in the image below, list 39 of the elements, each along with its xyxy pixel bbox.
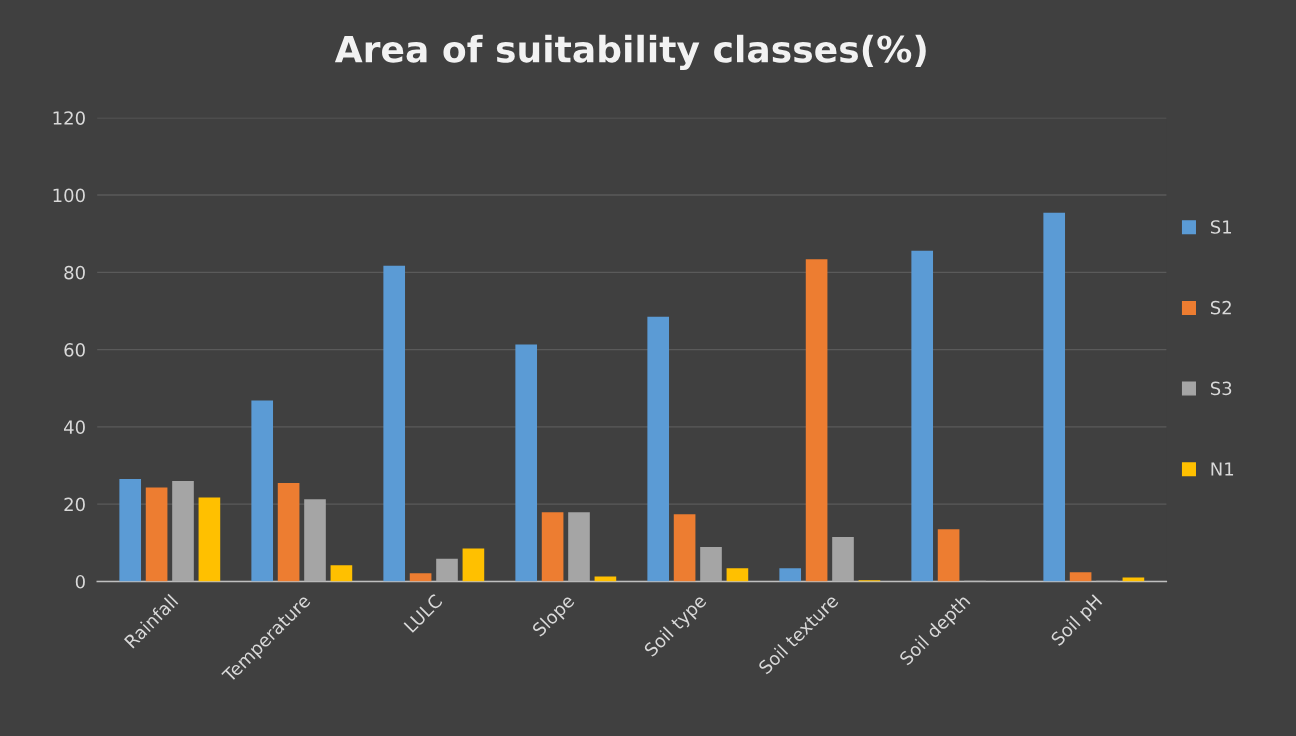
bar	[145, 487, 168, 582]
bar	[779, 568, 802, 582]
bar	[673, 514, 696, 582]
bar	[832, 537, 854, 582]
bar	[911, 250, 934, 582]
bar	[251, 400, 274, 582]
y-tick-label: 0	[75, 574, 85, 589]
bar	[172, 480, 194, 582]
bar	[805, 259, 828, 582]
y-tick-label: 120	[53, 111, 85, 125]
bar	[383, 265, 406, 582]
bar	[277, 482, 300, 582]
legend-label: S1	[1210, 220, 1232, 234]
bar	[700, 547, 722, 582]
bar	[462, 548, 485, 582]
bar	[198, 497, 221, 582]
y-tick-label: 80	[64, 265, 85, 280]
y-tick-label: 100	[53, 188, 85, 203]
bar	[515, 344, 538, 582]
chart-title: Area of suitability classes(%)	[334, 34, 926, 70]
y-tick-label: 20	[64, 497, 85, 512]
bar	[1043, 212, 1066, 582]
legend-label: S2	[1210, 300, 1231, 315]
y-tick-label: 40	[64, 420, 85, 434]
bar	[409, 573, 432, 582]
bar	[541, 512, 564, 582]
bar	[726, 568, 749, 582]
legend-label: N1	[1211, 462, 1234, 476]
y-tick-label: 60	[64, 343, 85, 357]
bar	[647, 316, 670, 582]
bar	[568, 512, 590, 582]
bar	[594, 576, 617, 582]
bar	[1069, 572, 1092, 582]
bar	[330, 565, 353, 582]
bar	[119, 479, 142, 582]
bar	[436, 558, 458, 582]
bar	[937, 529, 960, 582]
bar	[304, 499, 326, 582]
legend-label: S3	[1210, 381, 1232, 396]
